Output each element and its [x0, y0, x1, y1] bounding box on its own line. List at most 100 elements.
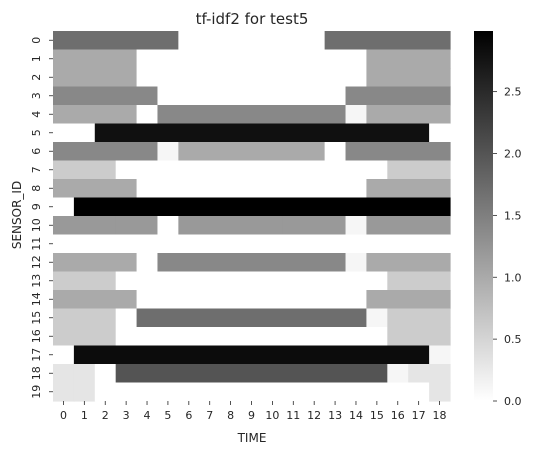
heatmap-cell [73, 327, 96, 347]
x-tick-label: 6 [185, 409, 192, 422]
heatmap-cell [53, 290, 75, 310]
heatmap-cell [136, 105, 159, 125]
heatmap-cell [408, 31, 430, 51]
heatmap-cell [345, 31, 368, 51]
colorbar-tick-label: 1.0 [504, 271, 522, 284]
heatmap-cell [115, 68, 138, 88]
heatmap-cell [94, 271, 117, 291]
heatmap-cell [387, 160, 409, 180]
heatmap-cell [178, 49, 200, 69]
heatmap-cell [73, 216, 96, 236]
heatmap-cell [261, 364, 284, 384]
heatmap-cell [366, 216, 388, 236]
heatmap-cell [324, 49, 347, 69]
heatmap-cell [157, 123, 179, 143]
heatmap-cell [282, 123, 305, 143]
heatmap-cell [199, 216, 221, 236]
heatmap-cell [429, 327, 451, 347]
heatmap-cell [408, 308, 430, 328]
heatmap-cell [387, 105, 409, 125]
heatmap-cell [199, 68, 221, 88]
heatmap-cell [345, 253, 368, 273]
heatmap-cell [199, 86, 221, 106]
heatmap-cell [115, 197, 138, 217]
heatmap-cell [136, 179, 159, 199]
heatmap-cell [282, 160, 305, 180]
heatmap-cell [241, 105, 263, 125]
colorbar-tick-label: 2.0 [504, 148, 522, 161]
x-axis-label: TIME [237, 431, 267, 445]
heatmap-cell [261, 271, 284, 291]
heatmap-cell [324, 234, 347, 254]
heatmap-cell [282, 253, 305, 273]
heatmap-cell [429, 308, 451, 328]
heatmap-cell [324, 253, 347, 273]
heatmap-cell [366, 123, 388, 143]
heatmap-cell [429, 179, 451, 199]
colorbar [474, 31, 493, 401]
heatmap-cell [94, 142, 117, 162]
heatmap-cell [115, 105, 138, 125]
heatmap-cell [387, 382, 409, 402]
heatmap-cell [261, 197, 284, 217]
heatmap-cell [220, 290, 242, 310]
heatmap-cell [53, 142, 75, 162]
x-tick-label: 8 [227, 409, 234, 422]
heatmap-cell [429, 253, 451, 273]
heatmap-cell [366, 105, 388, 125]
heatmap-cell [220, 142, 242, 162]
heatmap-cell [136, 49, 159, 69]
heatmap-cell [366, 197, 388, 217]
heatmap-cell [115, 271, 138, 291]
heatmap-cell [73, 308, 96, 328]
heatmap-cell [408, 68, 430, 88]
heatmap-cell [199, 253, 221, 273]
heatmap-cell [220, 216, 242, 236]
heatmap-cell [178, 327, 200, 347]
heatmap-cell [345, 290, 368, 310]
heatmap-cell [303, 271, 326, 291]
heatmap-cell [387, 197, 409, 217]
y-tick-label: 4 [30, 111, 43, 118]
heatmap-cell [157, 86, 179, 106]
heatmap-cell [366, 142, 388, 162]
heatmap-cell [115, 308, 138, 328]
heatmap-cell [345, 68, 368, 88]
heatmap-cell [408, 382, 430, 402]
heatmap-cell [53, 197, 75, 217]
heatmap-cell [387, 142, 409, 162]
heatmap-cell [408, 345, 430, 365]
y-tick-label: 6 [30, 148, 43, 155]
x-tick-label: 12 [307, 409, 321, 422]
heatmap-cell [303, 31, 326, 51]
heatmap-cell [303, 179, 326, 199]
heatmap-cell [366, 327, 388, 347]
heatmap-cell [53, 160, 75, 180]
heatmap-cell [366, 364, 388, 384]
x-tick-label: 17 [412, 409, 426, 422]
heatmap-cell [157, 364, 179, 384]
heatmap-cell [73, 253, 96, 273]
heatmap-cell [324, 105, 347, 125]
heatmap-cell [199, 49, 221, 69]
heatmap-cell [53, 253, 75, 273]
heatmap-cell [366, 382, 388, 402]
heatmap-cell [324, 31, 347, 51]
heatmap-cell [282, 345, 305, 365]
heatmap-cell [282, 142, 305, 162]
heatmap-cell [261, 327, 284, 347]
heatmap-cell [303, 364, 326, 384]
heatmap-cell [157, 49, 179, 69]
heatmap-cell [220, 197, 242, 217]
heatmap-cell [303, 197, 326, 217]
heatmap-cell [157, 31, 179, 51]
x-tick-label: 1 [81, 409, 88, 422]
heatmap-cell [199, 382, 221, 402]
heatmap-cell [241, 345, 263, 365]
heatmap-cell [178, 271, 200, 291]
heatmap-cell [73, 345, 96, 365]
heatmap-cell [345, 216, 368, 236]
heatmap-cell [387, 345, 409, 365]
